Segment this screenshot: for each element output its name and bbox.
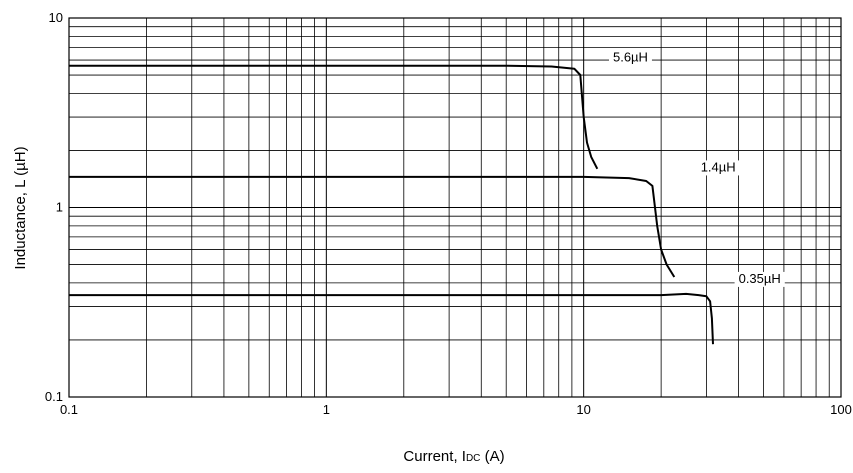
- y-tick-label: 1: [56, 200, 63, 215]
- x-tick-label: 1: [323, 402, 330, 417]
- label-layer: 5.6µH 1.4µH 0.35µH: [608, 49, 785, 287]
- series-layer: [69, 64, 714, 345]
- tick-layer: 0.1 1 10 100 0.1 1 10: [45, 10, 852, 417]
- x-axis-title-prefix: Current, I: [403, 448, 466, 465]
- x-axis-title: Current, IDC (A): [403, 448, 504, 465]
- y-tick-label: 0.1: [45, 389, 63, 404]
- plot-frame: [68, 17, 842, 398]
- x-tick-label: 100: [830, 402, 852, 417]
- x-axis-title-subscript: DC: [466, 453, 480, 464]
- x-tick-label: 0.1: [60, 402, 78, 417]
- y-axis-title: Inductance, L (µH): [12, 146, 29, 269]
- series-label-bg-1: [608, 50, 652, 66]
- series-label-bg-3: [734, 271, 785, 287]
- series-label-1: 5.6µH: [613, 49, 648, 64]
- grid-layer: [68, 17, 842, 398]
- series-curve-3: [69, 292, 714, 345]
- x-tick-label: 10: [576, 402, 590, 417]
- series-curve-2: [69, 175, 676, 278]
- y-tick-label: 10: [49, 10, 63, 25]
- x-axis-title-suffix: (A): [480, 448, 504, 465]
- series-label-3: 0.35µH: [739, 271, 781, 286]
- series-curve-1: [69, 64, 599, 170]
- series-label-2: 1.4µH: [701, 159, 736, 174]
- series-label-bg-2: [696, 160, 740, 176]
